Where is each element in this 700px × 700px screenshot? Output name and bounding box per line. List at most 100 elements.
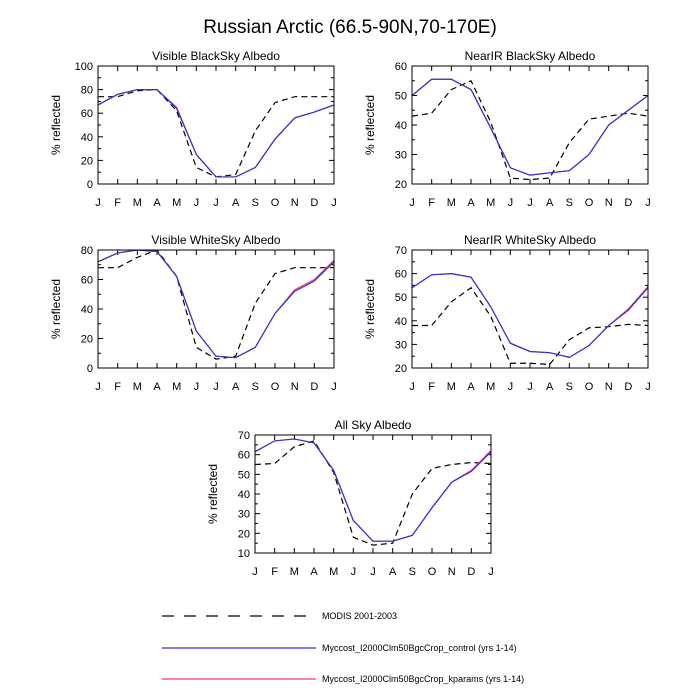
series-line-modis: [98, 88, 334, 178]
y-tick-label: 50: [395, 91, 407, 103]
y-tick-label: 40: [238, 489, 250, 501]
y-tick-label: 60: [395, 61, 407, 73]
x-tick-label: S: [566, 197, 573, 209]
panel-title: NearIR WhiteSky Albedo: [464, 233, 596, 247]
y-tick-label: 30: [395, 150, 407, 162]
chart-vis-blacksky: Visible BlackSky Albedo % reflected 0 20 40 6…: [49, 49, 337, 209]
y-tick-label: 80: [81, 85, 93, 97]
x-tick-label: D: [467, 566, 475, 578]
x-tick-label: N: [291, 197, 299, 209]
x-tick-label: J: [527, 197, 533, 209]
x-tick-label: J: [508, 197, 514, 209]
chart-vis-whitesky: Visible WhiteSky Albedo % reflected 0 20 40 6…: [49, 233, 337, 393]
x-tick-label: J: [95, 197, 101, 209]
x-tick-label: M: [329, 566, 338, 578]
plot-frame: [411, 249, 649, 369]
y-axis-label: % reflected: [206, 464, 220, 524]
x-tick-label: S: [566, 381, 573, 393]
x-tick-label: M: [133, 197, 142, 209]
series-line-modis: [98, 250, 334, 360]
y-tick-label: 30: [238, 509, 250, 521]
legend-label: MODIS 2001-2003: [322, 611, 397, 621]
series-line-kparams: [98, 250, 334, 359]
x-tick-label: S: [409, 566, 416, 578]
series-line-control: [255, 438, 491, 542]
x-tick-label: J: [370, 566, 376, 578]
series-line-modis: [412, 286, 648, 366]
x-tick-label: N: [605, 197, 613, 209]
x-tick-label: J: [252, 566, 258, 578]
y-tick-label: 60: [81, 108, 93, 120]
panel-title: All Sky Albedo: [335, 418, 412, 432]
x-tick-label: M: [447, 197, 456, 209]
plot-frame: [97, 249, 335, 369]
series-line-control: [412, 78, 648, 176]
y-axis-label: % reflected: [363, 279, 377, 339]
chart-nir-whitesky: NearIR WhiteSky Albedo % reflected 20 30 40 5…: [363, 233, 651, 393]
y-tick-label: 60: [395, 269, 407, 281]
x-tick-label: D: [310, 197, 318, 209]
figure-title: Russian Arctic (66.5-90N,70-170E): [203, 17, 497, 38]
x-tick-label: M: [172, 381, 181, 393]
x-tick-label: O: [585, 381, 594, 393]
x-tick-label: J: [409, 197, 415, 209]
x-tick-label: O: [585, 197, 594, 209]
x-tick-label: A: [467, 381, 475, 393]
x-tick-label: D: [310, 381, 318, 393]
x-tick-label: A: [232, 381, 240, 393]
y-tick-label: 60: [238, 450, 250, 462]
x-tick-label: J: [194, 197, 200, 209]
series-line-kparams: [98, 88, 334, 178]
x-tick-label: J: [645, 197, 651, 209]
panel-title: Visible WhiteSky Albedo: [151, 233, 281, 247]
y-tick-label: 60: [81, 275, 93, 287]
y-tick-label: 0: [87, 363, 93, 375]
y-tick-label: 30: [395, 339, 407, 351]
y-tick-label: 40: [81, 304, 93, 316]
x-tick-label: J: [213, 197, 219, 209]
series-line-control: [98, 88, 334, 178]
y-tick-label: 20: [238, 528, 250, 540]
x-tick-label: M: [486, 381, 495, 393]
x-tick-label: J: [95, 381, 101, 393]
series-line-kparams: [255, 438, 491, 542]
y-tick-label: 0: [87, 179, 93, 191]
x-tick-label: M: [133, 381, 142, 393]
x-tick-label: J: [331, 197, 337, 209]
x-tick-label: A: [546, 197, 554, 209]
y-tick-label: 40: [395, 316, 407, 328]
y-tick-label: 50: [395, 292, 407, 304]
y-axis-label: % reflected: [49, 95, 63, 155]
x-tick-label: J: [409, 381, 415, 393]
x-tick-label: A: [153, 381, 161, 393]
x-tick-label: A: [232, 197, 240, 209]
x-tick-label: J: [213, 381, 219, 393]
x-tick-label: M: [486, 197, 495, 209]
y-tick-label: 40: [395, 120, 407, 132]
x-tick-label: A: [467, 197, 475, 209]
x-tick-label: N: [605, 381, 613, 393]
x-tick-label: F: [114, 381, 121, 393]
x-tick-label: F: [114, 197, 121, 209]
panel-title: Visible BlackSky Albedo: [152, 49, 280, 63]
plot-frame: [411, 65, 649, 185]
x-tick-label: J: [331, 381, 337, 393]
x-tick-label: M: [172, 197, 181, 209]
x-tick-label: J: [527, 381, 533, 393]
chart-nir-blacksky: NearIR BlackSky Albedo % reflected 20 30 40 5…: [363, 49, 651, 209]
x-tick-label: J: [508, 381, 514, 393]
x-tick-label: F: [271, 566, 278, 578]
y-tick-label: 80: [81, 245, 93, 257]
x-tick-label: J: [645, 381, 651, 393]
x-tick-label: O: [271, 381, 280, 393]
series-line-control: [412, 272, 648, 359]
x-tick-label: S: [252, 381, 259, 393]
y-tick-label: 20: [81, 155, 93, 167]
series-line-modis: [412, 79, 648, 181]
x-tick-label: O: [428, 566, 437, 578]
series-line-control: [98, 250, 334, 359]
x-tick-label: N: [291, 381, 299, 393]
x-tick-label: J: [488, 566, 494, 578]
legend: MODIS 2001-2003 Myccost_I2000Clm50BgcCrop…: [162, 611, 524, 684]
x-tick-label: A: [389, 566, 397, 578]
